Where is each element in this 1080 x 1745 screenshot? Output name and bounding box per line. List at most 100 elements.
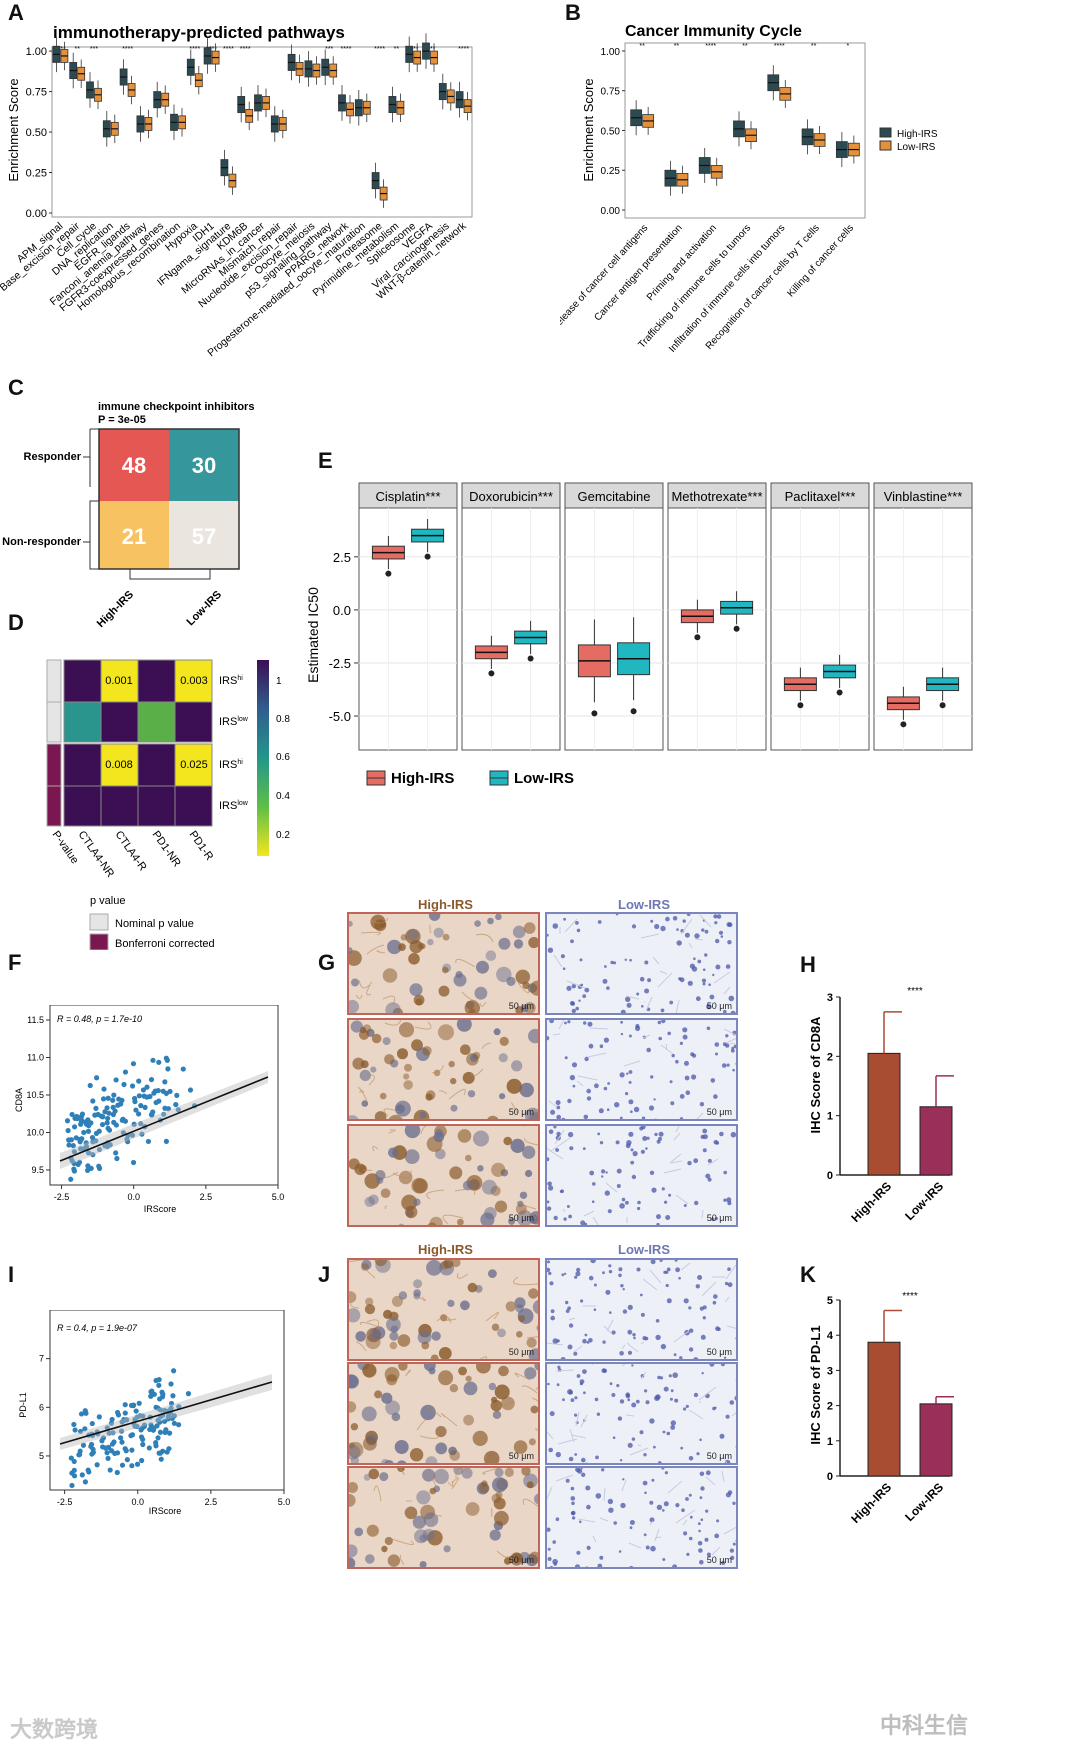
scatter-point bbox=[95, 1111, 101, 1118]
panel-letter-c: C bbox=[8, 375, 24, 400]
scatter-point bbox=[125, 1139, 131, 1145]
b-ytick: 0.25 bbox=[601, 166, 621, 177]
scatter-point bbox=[79, 1111, 86, 1117]
a-high-box bbox=[405, 36, 414, 73]
panel-h-ylabel: IHC Score of CD8A bbox=[808, 1016, 823, 1134]
scatter-point bbox=[139, 1457, 145, 1464]
scatter-point bbox=[119, 1117, 125, 1123]
d-cell-value: 0.025 bbox=[180, 759, 208, 771]
d-colorbar-tick: 0.6 bbox=[276, 752, 290, 763]
d-col-label: PD1-R bbox=[187, 829, 216, 863]
a-high-box bbox=[304, 51, 313, 87]
xtick-label: High-IRS bbox=[848, 1179, 894, 1225]
panel-f-chart: R = 0.48, p = 1.7e-10 CD8A IRScore -2.5 0… bbox=[14, 1005, 284, 1214]
scatter-point bbox=[148, 1393, 154, 1399]
a-high-box bbox=[354, 89, 363, 126]
scatter-point bbox=[109, 1416, 115, 1423]
scale-bar-label: 50 μm bbox=[508, 1347, 534, 1357]
scatter-point bbox=[72, 1427, 78, 1433]
ytick: 11.0 bbox=[27, 1053, 44, 1063]
scatter-point bbox=[96, 1414, 102, 1420]
a-low-box bbox=[211, 43, 220, 72]
b-high-box bbox=[835, 132, 848, 168]
scatter-point bbox=[79, 1472, 85, 1478]
scatter-point bbox=[93, 1105, 99, 1111]
e-facet: Vinblastine*** bbox=[873, 482, 973, 751]
bar bbox=[919, 1403, 953, 1477]
scatter-point bbox=[77, 1139, 83, 1145]
a-low-box bbox=[60, 41, 69, 71]
a-high-box bbox=[438, 73, 447, 110]
xtick: 0.0 bbox=[131, 1497, 144, 1507]
g-low-irs-image: 50 μm bbox=[545, 1018, 738, 1121]
g-col-low-irs: Low-IRS bbox=[618, 897, 670, 912]
a-low-box bbox=[127, 75, 136, 105]
scatter-point bbox=[149, 1388, 155, 1394]
scatter-point bbox=[129, 1083, 136, 1089]
scatter-point bbox=[140, 1441, 146, 1448]
a-low-box bbox=[161, 85, 170, 114]
scatter-point bbox=[167, 1088, 173, 1095]
scatter-point bbox=[96, 1165, 103, 1171]
panel-letter-i: I bbox=[8, 1262, 15, 1287]
d-legend-bonferroni: Bonferroni corrected bbox=[115, 938, 215, 950]
a-low-box bbox=[396, 93, 405, 123]
scatter-point bbox=[85, 1167, 91, 1173]
scatter-point bbox=[157, 1419, 163, 1425]
legend-low-irs: Low-IRS bbox=[897, 142, 936, 153]
panel-letter-h: H bbox=[800, 952, 816, 977]
a-sig-label: **** bbox=[206, 46, 217, 53]
scatter-point bbox=[124, 1417, 130, 1423]
scatter-point bbox=[164, 1057, 170, 1063]
scatter-point bbox=[102, 1109, 108, 1115]
ytick: 3 bbox=[827, 1365, 833, 1377]
panel-letter-f: F bbox=[8, 950, 22, 975]
g-low-irs-image: 50 μm bbox=[545, 912, 738, 1015]
scatter-point bbox=[71, 1168, 78, 1174]
scatter-point bbox=[105, 1125, 111, 1131]
a-sig-label: **** bbox=[374, 46, 385, 53]
ytick: 5 bbox=[39, 1451, 44, 1461]
ytick: 10.5 bbox=[26, 1090, 44, 1100]
scatter-point bbox=[85, 1150, 92, 1156]
ytick: 4 bbox=[827, 1330, 834, 1342]
scatter-point bbox=[160, 1448, 166, 1454]
d-colorbar-tick: 0.4 bbox=[276, 791, 290, 802]
b-sig-label: ** bbox=[811, 43, 817, 50]
scatter-point bbox=[138, 1121, 144, 1127]
a-sig-label: *** bbox=[325, 46, 333, 53]
scatter-point bbox=[109, 1441, 116, 1447]
panel-c-pvalue: P = 3e-05 bbox=[98, 414, 146, 426]
g-high-irs-image: 50 μm bbox=[347, 1124, 540, 1227]
scatter-point bbox=[69, 1111, 75, 1118]
ytick: 1 bbox=[827, 1111, 833, 1123]
panel-letter-g: G bbox=[318, 950, 336, 975]
j-col-high-irs: High-IRS bbox=[418, 1242, 473, 1257]
a-low-box bbox=[110, 114, 119, 144]
cell-responder-low bbox=[169, 429, 239, 501]
scatter-point bbox=[136, 1093, 142, 1099]
b-sig-label: ** bbox=[674, 43, 680, 50]
scatter-point bbox=[71, 1149, 77, 1155]
scatter-point bbox=[100, 1435, 106, 1441]
scatter-point bbox=[129, 1432, 136, 1438]
a-low-box bbox=[178, 108, 186, 137]
scatter-point bbox=[114, 1409, 121, 1416]
ytick: 1 bbox=[827, 1436, 833, 1448]
scatter-point bbox=[175, 1107, 181, 1113]
scatter-point bbox=[123, 1448, 129, 1454]
scale-bar-label: 50 μm bbox=[508, 1001, 534, 1011]
d-colorbar bbox=[257, 660, 269, 856]
a-high-box bbox=[237, 86, 246, 123]
scatter-point bbox=[105, 1455, 111, 1461]
scatter-point bbox=[104, 1450, 110, 1456]
e-facet: Gemcitabine bbox=[564, 482, 664, 751]
scale-bar-label: 50 μm bbox=[706, 1001, 732, 1011]
panel-c-title: immune checkpoint inhibitors bbox=[98, 401, 254, 413]
a-high-box bbox=[388, 86, 397, 123]
col-label-low-irs: Low-IRS bbox=[185, 589, 225, 629]
b-sig-label: * bbox=[846, 43, 849, 50]
a-low-box bbox=[430, 43, 438, 72]
scatter-point bbox=[136, 1078, 142, 1084]
scatter-point bbox=[153, 1440, 159, 1446]
